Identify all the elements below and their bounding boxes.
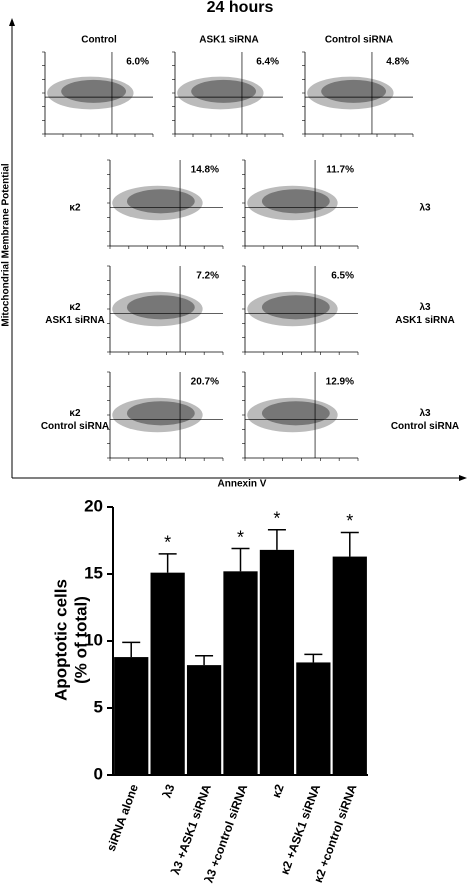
significance-label: * [273,509,280,529]
significance-label: * [164,533,171,553]
quadrant-percent: 6.5% [331,271,354,282]
cell-cloud [261,189,330,214]
significance-label: * [346,511,353,531]
cell-cloud [261,401,330,426]
quadrant-percent: 6.0% [126,57,149,68]
flow-y-label: Mitochondrial Membrane Potential [1,163,12,327]
row-label: κ2 [69,203,81,214]
flow-x-label: Annexin V [218,479,267,490]
row-label: Control siRNA [41,421,109,432]
bar [223,571,258,775]
quadrant-percent: 14.8% [191,165,219,176]
row-label: λ3 [419,203,431,214]
column-label: ASK1 siRNA [199,35,258,46]
row-label: Control siRNA [391,421,459,432]
bar [296,662,331,775]
y-tick-label: 20 [84,496,103,515]
cell-cloud [126,401,195,426]
quadrant-percent: 7.2% [196,271,219,282]
row-label: ASK1 siRNA [395,315,454,326]
column-label: Control [81,35,117,46]
significance-label: * [237,527,244,547]
row-label: κ2 [69,408,81,419]
y-axis-label: Apoptotic cells [51,579,70,701]
y-tick-label: 15 [84,563,103,582]
row-label: λ3 [419,302,431,313]
quadrant-percent: 12.9% [326,377,354,388]
cell-cloud [126,295,195,320]
x-tick-label: κ2 [269,782,287,800]
bar [332,556,367,775]
y-tick-label: 0 [94,764,103,783]
quadrant-percent: 6.4% [256,57,279,68]
figure-title: 24 hours [207,0,274,16]
row-label: ASK1 siRNA [45,315,104,326]
cell-cloud [261,295,330,320]
x-tick-label: λ3 [160,782,178,800]
bar [114,657,149,775]
y-axis-label: (% of total) [71,596,90,684]
bar [150,572,185,775]
cell-cloud [191,79,256,103]
quadrant-percent: 4.8% [386,57,409,68]
row-label: λ3 [419,408,431,419]
y-tick-label: 5 [94,697,103,716]
quadrant-percent: 11.7% [326,165,354,176]
bar [259,549,295,775]
cell-cloud [126,189,195,214]
arrow-head [459,475,467,481]
arrow-head [9,18,15,26]
y-tick-label: 10 [84,630,103,649]
cell-cloud [321,79,386,103]
bar [186,665,222,775]
cell-cloud [61,79,126,103]
x-tick-label: siRNA alone [104,782,141,853]
row-label: κ2 [69,302,81,313]
column-label: Control siRNA [325,35,393,46]
quadrant-percent: 20.7% [191,377,219,388]
